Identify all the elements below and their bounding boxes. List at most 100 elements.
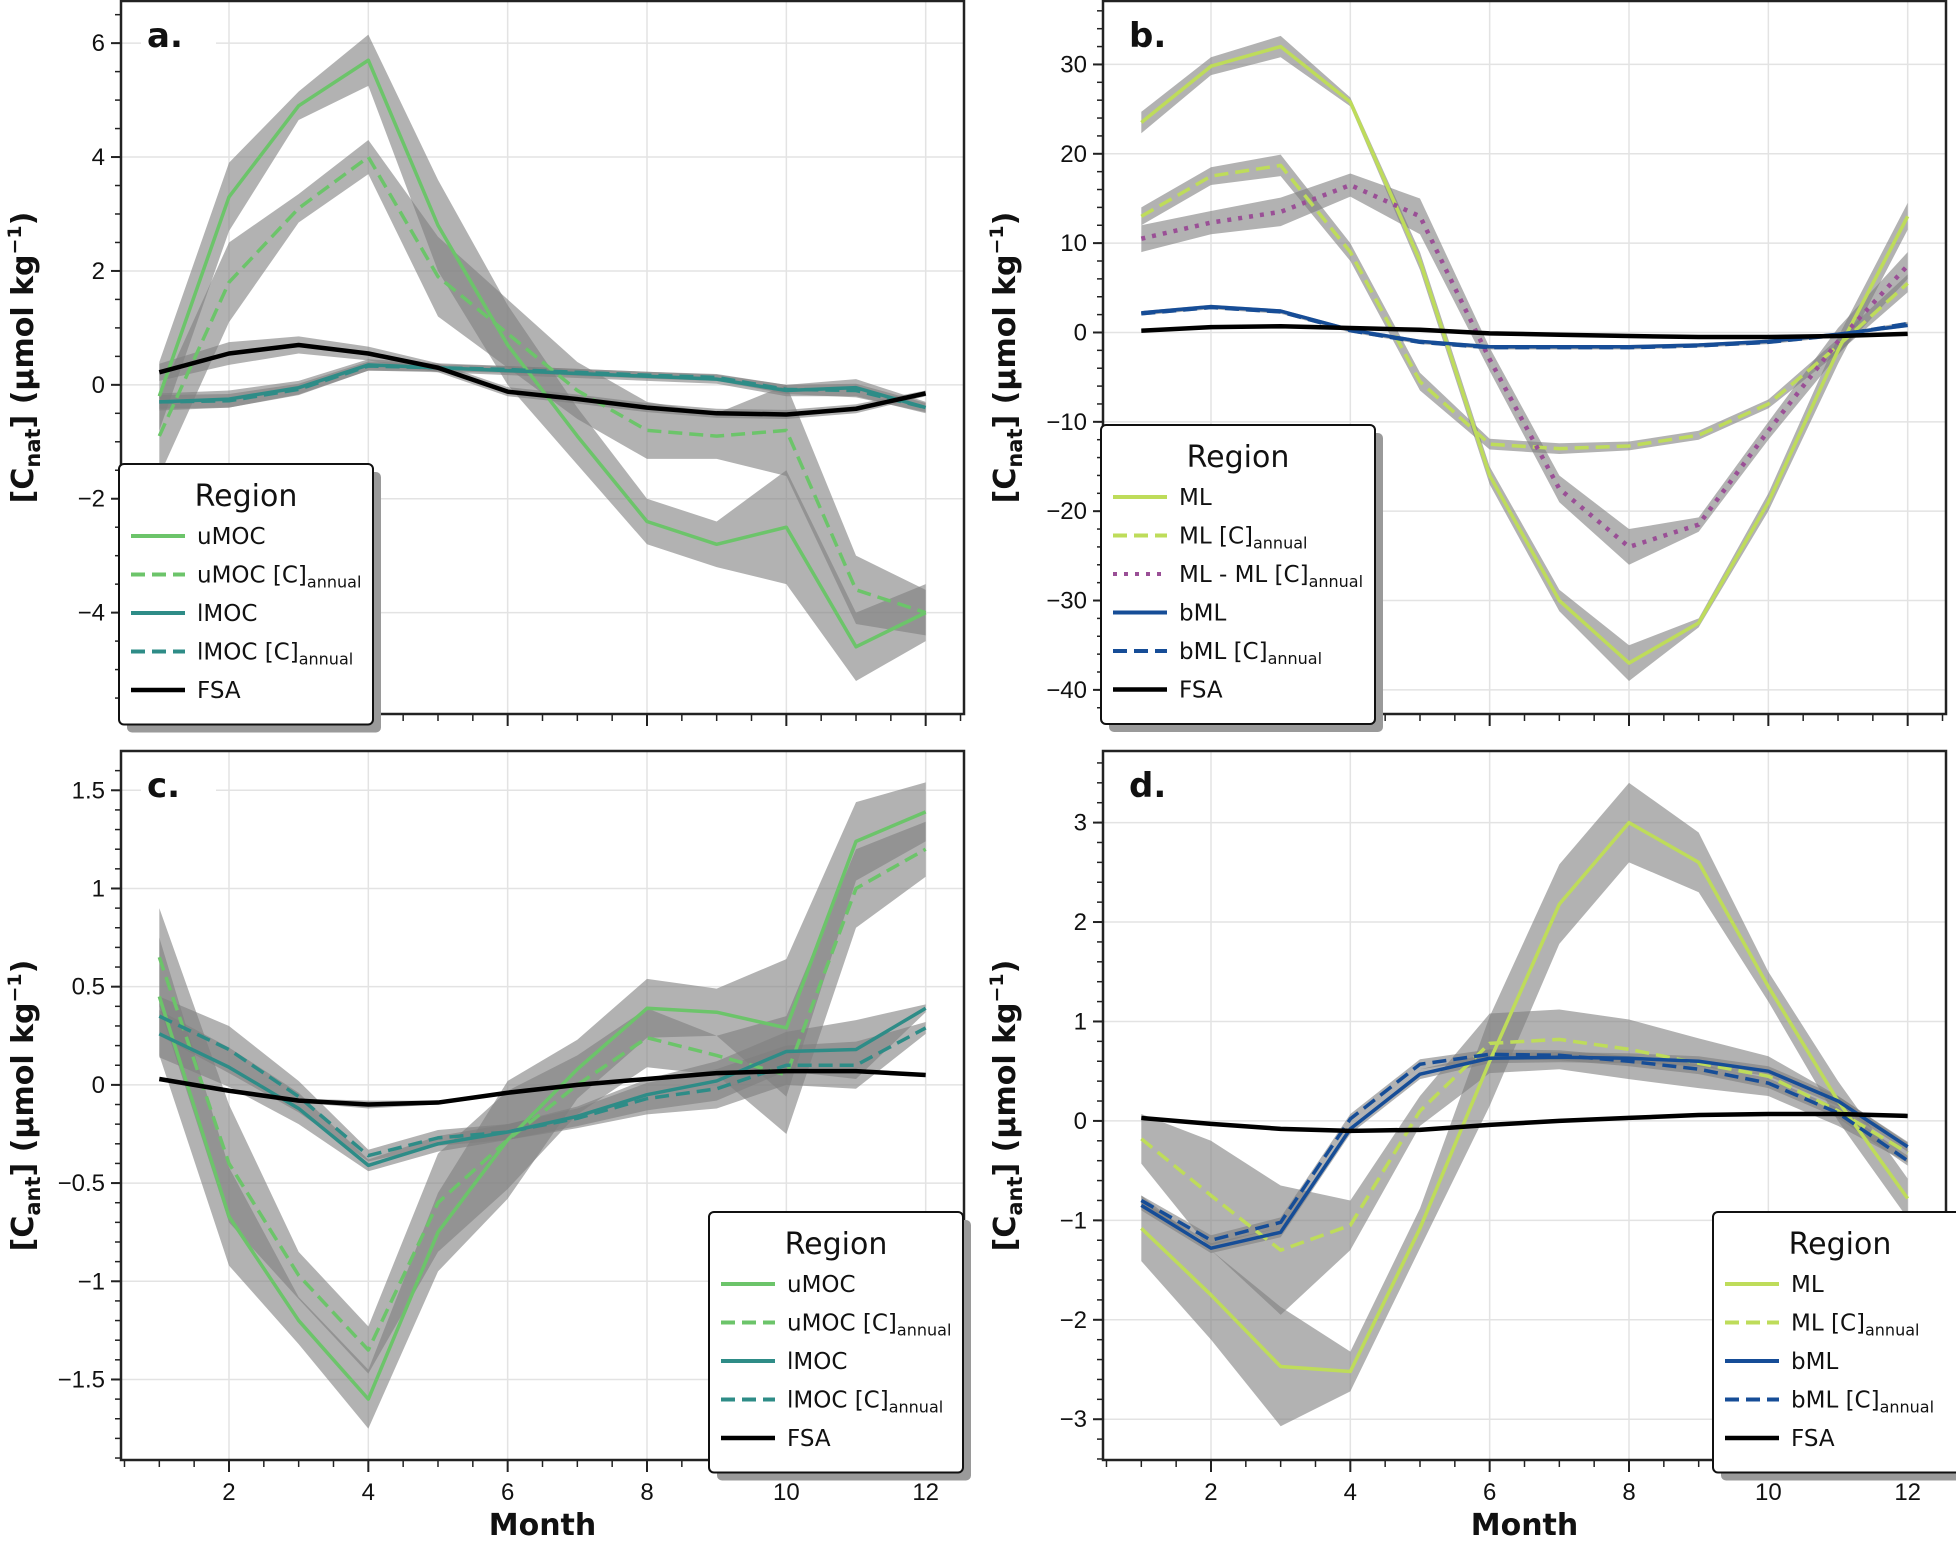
plot-area bbox=[157, 782, 927, 1429]
legend-label-main: FSA bbox=[1179, 678, 1223, 704]
legend-title: Region bbox=[785, 1227, 888, 1262]
panel-tag: c. bbox=[147, 766, 180, 806]
legend-label-main: ML [C] bbox=[1791, 1311, 1865, 1337]
legend-label: uMOC [C]annual bbox=[787, 1311, 951, 1340]
legend-label-main: uMOC [C] bbox=[197, 563, 307, 589]
legend-label: uMOC bbox=[787, 1272, 856, 1298]
y-axis-label-part: [C bbox=[6, 468, 41, 504]
series-line bbox=[158, 1068, 926, 1107]
y-tick-label: −1.5 bbox=[58, 1366, 105, 1393]
panel-tag: b. bbox=[1129, 16, 1166, 56]
x-tick-label: 6 bbox=[1483, 1479, 1496, 1506]
y-tick-label: 2 bbox=[1074, 909, 1087, 936]
plot-area bbox=[1140, 782, 1910, 1427]
panel-tag-bg bbox=[141, 11, 216, 61]
uncertainty-band bbox=[159, 336, 926, 420]
y-axis-label: [Cnat] (µmol kg−1) bbox=[986, 212, 1027, 504]
panel-tag-bg bbox=[1123, 761, 1198, 811]
legend-box bbox=[1100, 424, 1376, 725]
legend-label-main: ML - ML [C] bbox=[1179, 562, 1309, 588]
y-tick-label: 10 bbox=[1060, 230, 1087, 257]
x-axis: 2 4 6 8 10 12 bbox=[123, 1460, 962, 1506]
legend-label-main: uMOC [C] bbox=[787, 1311, 897, 1337]
uncertainty-band bbox=[159, 821, 926, 1374]
y-axis-label-part: ant bbox=[1003, 1176, 1027, 1215]
panel-tag-bg bbox=[141, 761, 216, 811]
y-tick-label: −0.5 bbox=[58, 1170, 105, 1197]
y-axis-label-part: ant bbox=[21, 1176, 45, 1215]
legend-entry: FSA bbox=[1113, 678, 1223, 704]
legend-label-main: uMOC bbox=[197, 524, 266, 550]
y-tick-label: −1 bbox=[1060, 1207, 1087, 1234]
y-tick-label: −10 bbox=[1046, 409, 1087, 436]
legend-label-main: ML bbox=[1179, 485, 1212, 511]
legend-title: Region bbox=[1789, 1227, 1892, 1262]
legend-label-main: lMOC bbox=[197, 601, 257, 627]
legend-label-main: bML bbox=[1791, 1349, 1838, 1375]
legend-entry: ML bbox=[1725, 1272, 1824, 1298]
legend-label-main: FSA bbox=[787, 1426, 831, 1452]
legend-label-main: uMOC bbox=[787, 1272, 856, 1298]
series-line bbox=[1140, 163, 1909, 451]
legend-title: Region bbox=[1187, 440, 1290, 475]
y-axis-label-part: ] (µmol kg bbox=[6, 254, 41, 428]
y-axis: −3 −2 −1 0 1 2 3 bbox=[1060, 762, 1103, 1460]
y-tick-label: −3 bbox=[1060, 1406, 1087, 1433]
legend-label-main: FSA bbox=[1791, 1426, 1835, 1452]
legend-label-sub: annual bbox=[1268, 649, 1322, 668]
uncertainty-band bbox=[159, 361, 926, 413]
series-line bbox=[158, 342, 927, 417]
legend-label: bML [C]annual bbox=[1179, 639, 1322, 668]
plot-area bbox=[157, 34, 927, 681]
series-line bbox=[1140, 1037, 1909, 1252]
legend-label-main: bML [C] bbox=[1179, 639, 1268, 665]
y-tick-label: 0.5 bbox=[72, 974, 105, 1001]
legend-label: uMOC bbox=[197, 524, 266, 550]
y-tick-label: −2 bbox=[1060, 1307, 1087, 1334]
x-tick-label: 6 bbox=[501, 1479, 514, 1506]
y-axis-label-part: [C bbox=[988, 1216, 1023, 1252]
y-tick-label: 0 bbox=[92, 372, 105, 399]
panel-a: −4 −2 0 2 4 6 [Cnat] (µmol kg−1) a. Region uMOC uM… bbox=[4, 0, 966, 733]
uncertainty-band bbox=[159, 996, 926, 1162]
legend-label-main: FSA bbox=[197, 678, 241, 704]
legend-box bbox=[118, 463, 374, 726]
legend-label: bML bbox=[1179, 601, 1226, 627]
series-line bbox=[1140, 1052, 1909, 1242]
x-tick-label: 8 bbox=[640, 1479, 653, 1506]
y-tick-label: 1 bbox=[92, 875, 105, 902]
x-axis-label: Month bbox=[489, 1508, 597, 1541]
x-tick-label: 10 bbox=[773, 1479, 800, 1506]
x-axis-label: Month bbox=[1471, 1508, 1579, 1541]
y-tick-label: 1 bbox=[1074, 1008, 1087, 1035]
legend-entry: uMOC bbox=[131, 524, 266, 550]
panel-c: −1.5 −1 −0.5 0 0.5 1 1.5 2 4 6 8 10 12 Month [Cant] (µ… bbox=[4, 749, 971, 1541]
y-axis-label-part: ) bbox=[988, 212, 1023, 226]
y-tick-label: 1.5 bbox=[72, 777, 105, 804]
legend-box bbox=[708, 1211, 964, 1474]
series-line bbox=[159, 364, 927, 410]
legend-label-sub: annual bbox=[889, 1398, 943, 1417]
legend-entry: bML [C]annual bbox=[1113, 639, 1322, 668]
legend-label-main: ML [C] bbox=[1179, 524, 1253, 550]
legend-label: uMOC [C]annual bbox=[197, 563, 361, 592]
x-tick-label: 2 bbox=[222, 1479, 235, 1506]
y-tick-label: −30 bbox=[1046, 588, 1087, 615]
legend-label: FSA bbox=[1179, 678, 1223, 704]
x-tick-label: 2 bbox=[1204, 1479, 1217, 1506]
legend-entry: ML bbox=[1113, 485, 1212, 511]
series-line bbox=[1141, 305, 1908, 350]
y-tick-label: 4 bbox=[92, 144, 105, 171]
x-axis: 2 4 6 8 10 12 bbox=[1105, 1460, 1944, 1506]
legend-label: lMOC [C]annual bbox=[787, 1388, 943, 1417]
y-tick-label: 0 bbox=[1074, 319, 1087, 346]
x-tick-label: 4 bbox=[362, 1479, 375, 1506]
y-tick-label: −2 bbox=[78, 486, 105, 513]
y-axis-label-part: ) bbox=[988, 960, 1023, 974]
legend-label: FSA bbox=[787, 1426, 831, 1452]
x-tick-label: 12 bbox=[912, 1479, 939, 1506]
uncertainty-band bbox=[1141, 1009, 1908, 1315]
